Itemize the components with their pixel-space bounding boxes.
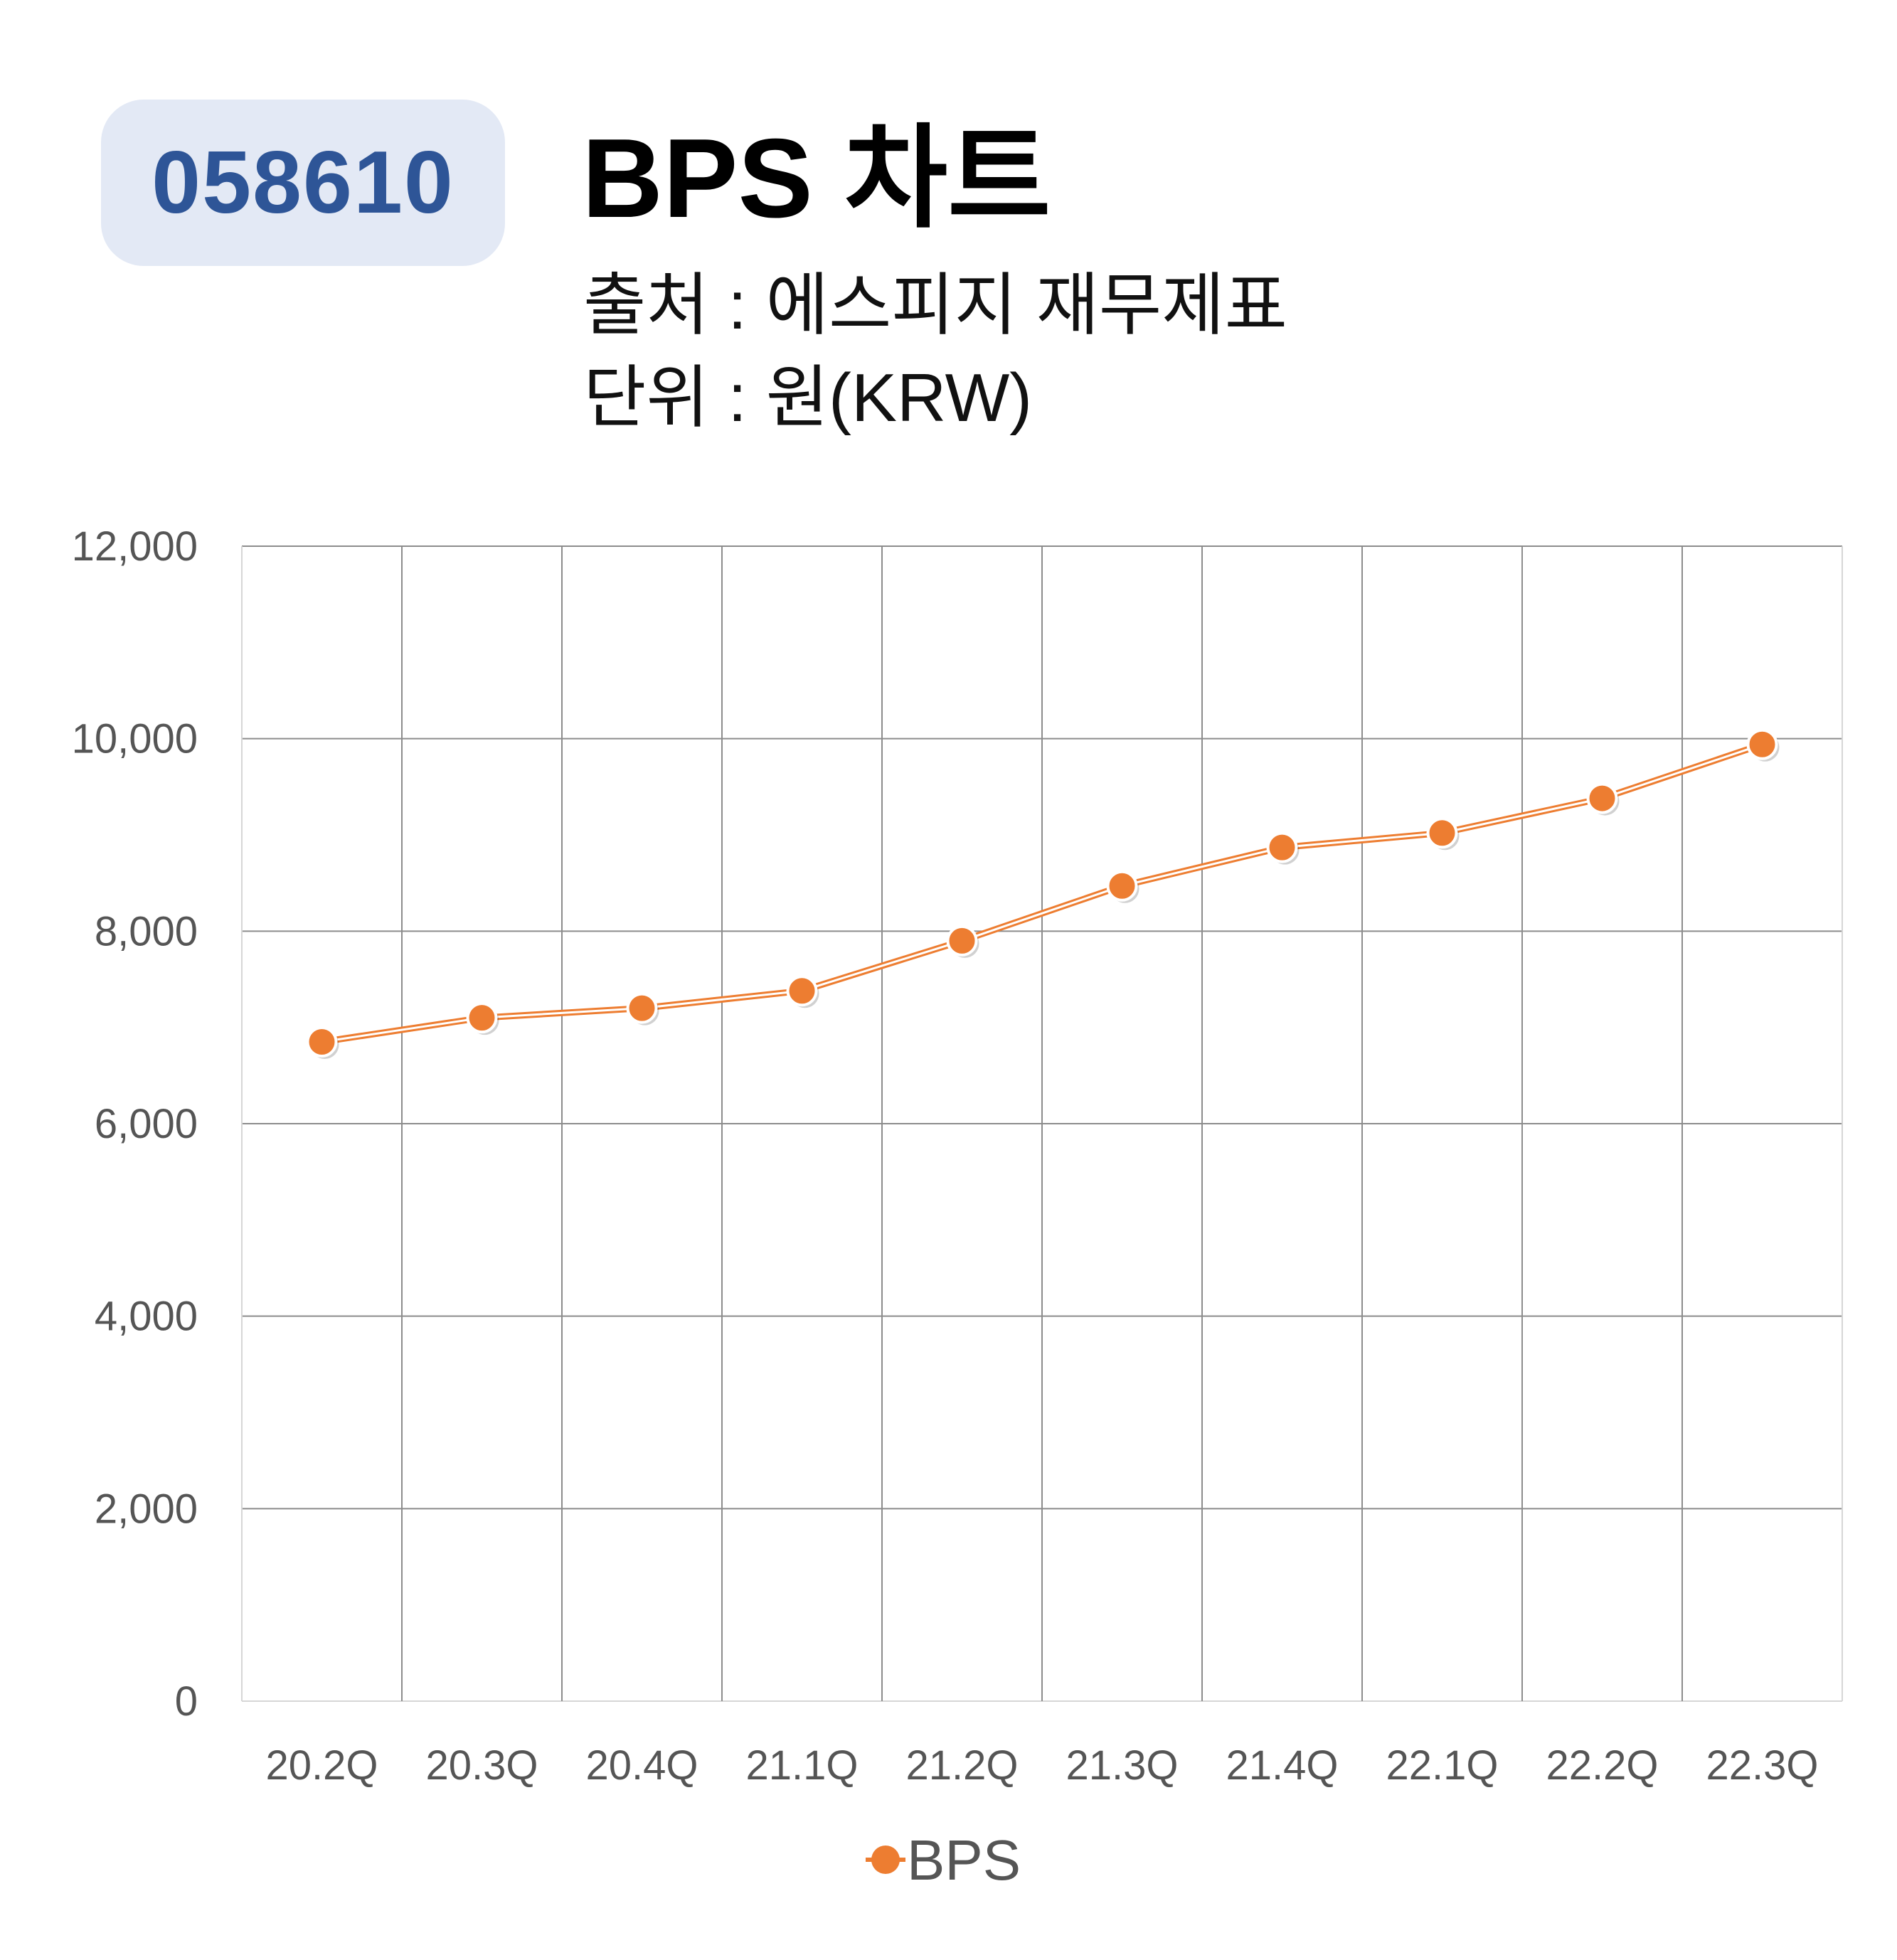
y-tick-label: 8,000	[95, 908, 198, 954]
ticker-code: 058610	[152, 134, 455, 232]
source-label: 출처 : 에스피지 재무제표	[583, 267, 1287, 343]
x-tick-label: 21.3Q	[1066, 1742, 1179, 1789]
y-tick-label: 0	[175, 1678, 198, 1725]
x-tick-label: 21.1Q	[746, 1742, 859, 1789]
x-tick-label: 21.2Q	[906, 1742, 1019, 1789]
chart-legend: BPS	[866, 1828, 1021, 1892]
unit-label: 단위 : 원(KRW)	[583, 360, 1033, 436]
x-tick-label: 22.3Q	[1706, 1742, 1819, 1789]
x-tick-label: 20.2Q	[266, 1742, 378, 1789]
data-point	[1266, 831, 1298, 863]
y-tick-label: 10,000	[72, 716, 198, 762]
data-point	[1586, 782, 1618, 814]
x-tick-label: 20.3Q	[426, 1742, 538, 1789]
x-tick-label: 21.4Q	[1226, 1742, 1339, 1789]
data-point	[1106, 870, 1138, 902]
y-tick-label: 12,000	[72, 523, 198, 570]
data-point	[626, 992, 658, 1024]
data-point	[786, 975, 818, 1007]
chart-grid	[241, 545, 1843, 1702]
x-tick-label: 20.4Q	[586, 1742, 698, 1789]
legend-marker	[871, 1846, 900, 1874]
x-axis-ticks: 20.2Q 20.3Q 20.4Q 21.1Q 21.2Q 21.3Q 21.4Q 22.1Q…	[266, 1742, 1819, 1789]
legend-label: BPS	[907, 1828, 1021, 1892]
y-tick-label: 2,000	[95, 1486, 198, 1532]
y-tick-label: 6,000	[95, 1101, 198, 1147]
data-point	[466, 1002, 498, 1034]
series-bps	[306, 728, 1780, 1059]
y-axis-ticks: 0 2,000 4,000 6,000 8,000 10,000 12,000	[72, 523, 198, 1725]
x-tick-label: 22.2Q	[1546, 1742, 1659, 1789]
x-tick-label: 22.1Q	[1386, 1742, 1499, 1789]
ticker-badge: 058610	[101, 100, 505, 266]
data-point	[306, 1026, 338, 1058]
data-point	[1426, 817, 1458, 849]
data-point	[1746, 728, 1778, 760]
y-tick-label: 4,000	[95, 1294, 198, 1340]
data-point	[946, 925, 978, 957]
series-line-inner	[322, 743, 1763, 1043]
chart-title: BPS 차트	[582, 116, 1051, 241]
